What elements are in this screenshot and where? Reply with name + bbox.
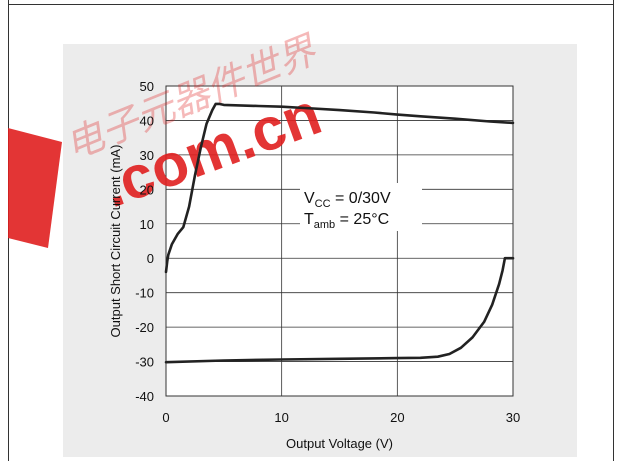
- series-line-2: [164, 256, 515, 364]
- x-tick-label: 30: [506, 410, 520, 425]
- y-tick-label: 20: [140, 182, 154, 197]
- y-tick-label: 10: [140, 217, 154, 232]
- tamb-label: Tamb = 25°C: [304, 211, 389, 231]
- x-axis-title: Output Voltage (V): [286, 436, 393, 451]
- x-tick-label: 10: [274, 410, 288, 425]
- y-tick-label: 0: [147, 251, 154, 266]
- tamb-value: = 25°C: [335, 211, 389, 228]
- y-tick-label: -30: [135, 355, 154, 370]
- y-tick-label: -40: [135, 389, 154, 404]
- y-tick-label: 30: [140, 148, 154, 163]
- x-tick-label: 20: [390, 410, 404, 425]
- y-tick-label: -20: [135, 320, 154, 335]
- annotation-bg: [300, 183, 422, 231]
- series-layer: [164, 102, 515, 364]
- condition-annotation: VCC = 0/30V Tamb = 25°C: [300, 183, 422, 231]
- watermark-red-band: [8, 128, 62, 248]
- tamb-subscript: amb: [314, 219, 335, 231]
- plot-area: [165, 85, 514, 397]
- vcc-value: = 0/30V: [331, 190, 391, 207]
- tick-labels: 50 40 30 20 10 0 -10 -20 -30 -40 0 10 20 30: [135, 79, 520, 425]
- vcc-label: VCC = 0/30V: [304, 190, 391, 210]
- y-tick-label: -10: [135, 286, 154, 301]
- series-line-1: [164, 102, 515, 274]
- tamb-symbol: T: [304, 211, 314, 228]
- y-tick-label: 50: [140, 79, 154, 94]
- y-tick-label: 40: [140, 113, 154, 128]
- vcc-subscript: CC: [315, 198, 331, 210]
- x-tick-label: 0: [162, 410, 169, 425]
- vcc-symbol: V: [304, 190, 315, 207]
- y-axis-title: Output Short Circuit Current (mA): [108, 145, 123, 338]
